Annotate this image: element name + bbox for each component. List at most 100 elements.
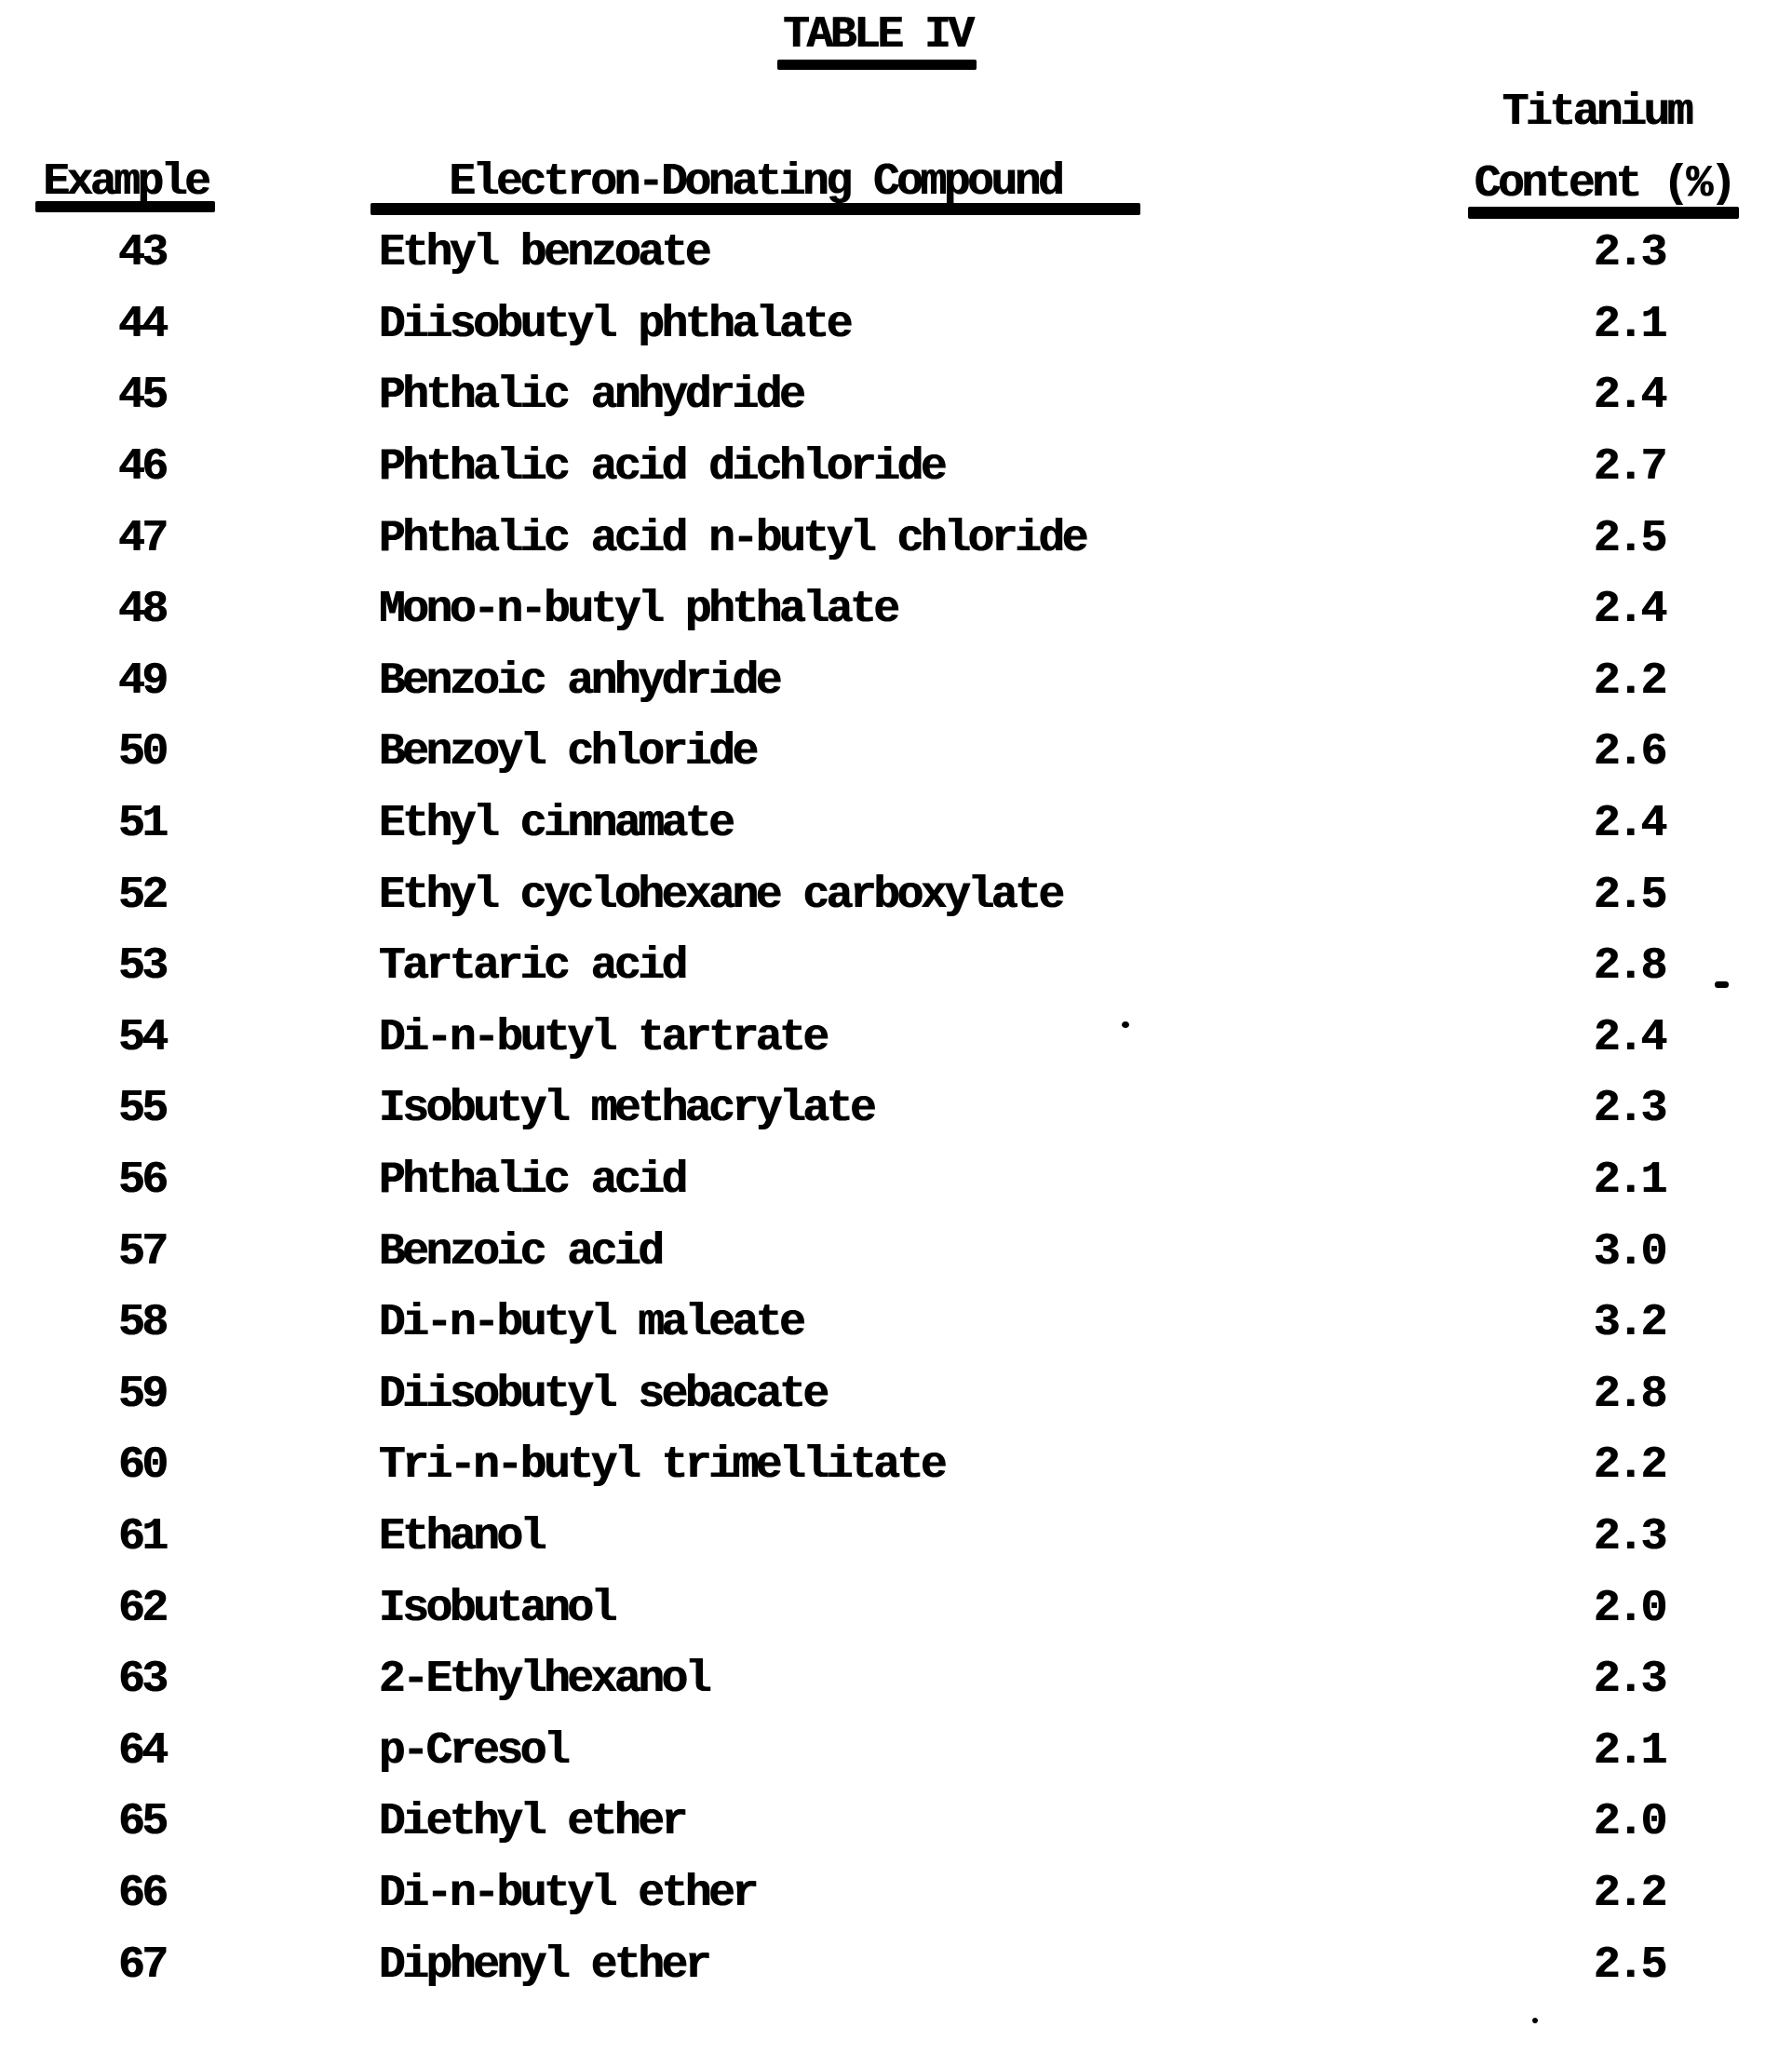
column-header-titanium-line1: Titanium — [1502, 88, 1694, 138]
column-header-titanium-line2: Content (%) — [1474, 159, 1737, 210]
compound-name: Phthalic acid dichloride — [379, 442, 948, 493]
example-number: 43 — [118, 228, 168, 279]
example-number: 65 — [118, 1797, 168, 1848]
example-number: 60 — [118, 1440, 168, 1492]
example-number: 55 — [118, 1084, 168, 1135]
table-row: 50 Benzoyl chloride 2.6 — [0, 717, 1792, 789]
example-number: 57 — [118, 1226, 168, 1277]
compound-name: Ethanol — [379, 1511, 547, 1562]
compound-name: p-Cresol — [379, 1725, 571, 1777]
compound-name: Diisobutyl sebacate — [379, 1369, 829, 1420]
table-row: 65 Diethyl ether 2.0 — [0, 1787, 1792, 1858]
table-row: 43 Ethyl benzoate 2.3 — [0, 218, 1792, 290]
table-row: 54 Di-n-butyl tartrate 2.4 — [0, 1003, 1792, 1075]
table-row: 67 Diphenyl ether 2.5 — [0, 1929, 1792, 2001]
compound-name: Diphenyl ether — [379, 1940, 712, 1991]
example-number: 47 — [118, 513, 168, 564]
table-row: 51 Ethyl cinnamate 2.4 — [0, 789, 1792, 860]
table-title-underline — [777, 60, 977, 70]
titanium-content: 2.5 — [1594, 870, 1667, 921]
example-number: 48 — [118, 585, 168, 636]
example-number: 44 — [118, 299, 168, 350]
compound-header-underline — [371, 203, 1140, 215]
table-row: 47 Phthalic acid n-butyl chloride 2.5 — [0, 503, 1792, 574]
compound-name: Diisobutyl phthalate — [379, 299, 854, 350]
titanium-content: 2.2 — [1594, 1868, 1667, 1919]
compound-name: Isobutanol — [379, 1583, 618, 1634]
example-number: 66 — [118, 1868, 168, 1919]
example-number: 52 — [118, 870, 168, 921]
scan-artifact-dot — [1122, 1021, 1129, 1028]
table-row: 62 Isobutanol 2.0 — [0, 1573, 1792, 1644]
table-row: 46 Phthalic acid dichloride 2.7 — [0, 432, 1792, 504]
example-number: 46 — [118, 442, 168, 493]
compound-name: Benzoic acid — [379, 1226, 665, 1277]
example-number: 58 — [118, 1298, 168, 1349]
titanium-content: 2.3 — [1594, 1084, 1667, 1135]
table-row: 45 Phthalic anhydride 2.4 — [0, 360, 1792, 432]
compound-name: Di-n-butyl ether — [379, 1868, 759, 1919]
titanium-content: 2.3 — [1594, 1511, 1667, 1562]
titanium-content: 2.8 — [1594, 941, 1667, 993]
titanium-content: 2.5 — [1594, 1940, 1667, 1991]
column-header-example: Example — [43, 157, 211, 208]
table-row: 61 Ethanol 2.3 — [0, 1502, 1792, 1574]
table-row: 56 Phthalic acid 2.1 — [0, 1145, 1792, 1217]
table-row: 58 Di-n-butyl maleate 3.2 — [0, 1288, 1792, 1359]
titanium-content: 2.6 — [1594, 727, 1667, 778]
compound-name: Benzoic anhydride — [379, 656, 783, 707]
compound-name: Ethyl benzoate — [379, 228, 712, 279]
example-header-underline — [35, 201, 215, 212]
example-number: 67 — [118, 1940, 168, 1991]
table-row: 66 Di-n-butyl ether 2.2 — [0, 1858, 1792, 1930]
titanium-content: 2.4 — [1594, 371, 1667, 422]
titanium-content: 2.3 — [1594, 1655, 1667, 1706]
example-number: 49 — [118, 656, 168, 707]
compound-name: 2-Ethylhexanol — [379, 1655, 712, 1706]
titanium-content: 2.0 — [1594, 1583, 1667, 1634]
titanium-content: 3.2 — [1594, 1298, 1667, 1349]
titanium-content: 2.1 — [1594, 1725, 1667, 1777]
titanium-content: 2.0 — [1594, 1797, 1667, 1848]
compound-name: Tartaric acid — [379, 941, 688, 993]
titanium-content: 2.2 — [1594, 656, 1667, 707]
compound-name: Benzoyl chloride — [379, 727, 759, 778]
titanium-content: 2.7 — [1594, 442, 1667, 493]
scan-artifact-dash — [1715, 981, 1729, 988]
titanium-content: 2.1 — [1594, 1156, 1667, 1207]
scan-artifact-dot — [1532, 2018, 1538, 2023]
table-row: 53 Tartaric acid 2.8 — [0, 931, 1792, 1003]
table-row: 48 Mono-n-butyl phthalate 2.4 — [0, 574, 1792, 646]
table-body: 43 Ethyl benzoate 2.3 44 Diisobutyl phth… — [0, 218, 1792, 2001]
table-row: 44 Diisobutyl phthalate 2.1 — [0, 290, 1792, 361]
example-number: 45 — [118, 371, 168, 422]
table-row: 49 Benzoic anhydride 2.2 — [0, 646, 1792, 718]
titanium-content: 3.0 — [1594, 1226, 1667, 1277]
compound-name: Tri-n-butyl trimellitate — [379, 1440, 948, 1492]
column-header-compound: Electron-Donating Compound — [449, 157, 1065, 208]
titanium-content: 2.3 — [1594, 228, 1667, 279]
table-row: 55 Isobutyl methacrylate 2.3 — [0, 1074, 1792, 1145]
example-number: 56 — [118, 1156, 168, 1207]
example-number: 50 — [118, 727, 168, 778]
table-row: 60 Tri-n-butyl trimellitate 2.2 — [0, 1430, 1792, 1502]
table-row: 64 p-Cresol 2.1 — [0, 1715, 1792, 1787]
table-title: TABLE IV — [783, 10, 975, 61]
compound-name: Di-n-butyl tartrate — [379, 1012, 829, 1063]
titanium-header-underline — [1468, 207, 1739, 219]
titanium-content: 2.2 — [1594, 1440, 1667, 1492]
example-number: 51 — [118, 799, 168, 850]
example-number: 61 — [118, 1511, 168, 1562]
compound-name: Phthalic anhydride — [379, 371, 806, 422]
compound-name: Mono-n-butyl phthalate — [379, 585, 900, 636]
compound-name: Phthalic acid n-butyl chloride — [379, 513, 1089, 564]
compound-name: Phthalic acid — [379, 1156, 688, 1207]
titanium-content: 2.8 — [1594, 1369, 1667, 1420]
titanium-content: 2.4 — [1594, 799, 1667, 850]
compound-name: Ethyl cyclohexane carboxylate — [379, 870, 1065, 921]
titanium-content: 2.4 — [1594, 1012, 1667, 1063]
example-number: 54 — [118, 1012, 168, 1063]
example-number: 53 — [118, 941, 168, 993]
table-row: 52 Ethyl cyclohexane carboxylate 2.5 — [0, 859, 1792, 931]
